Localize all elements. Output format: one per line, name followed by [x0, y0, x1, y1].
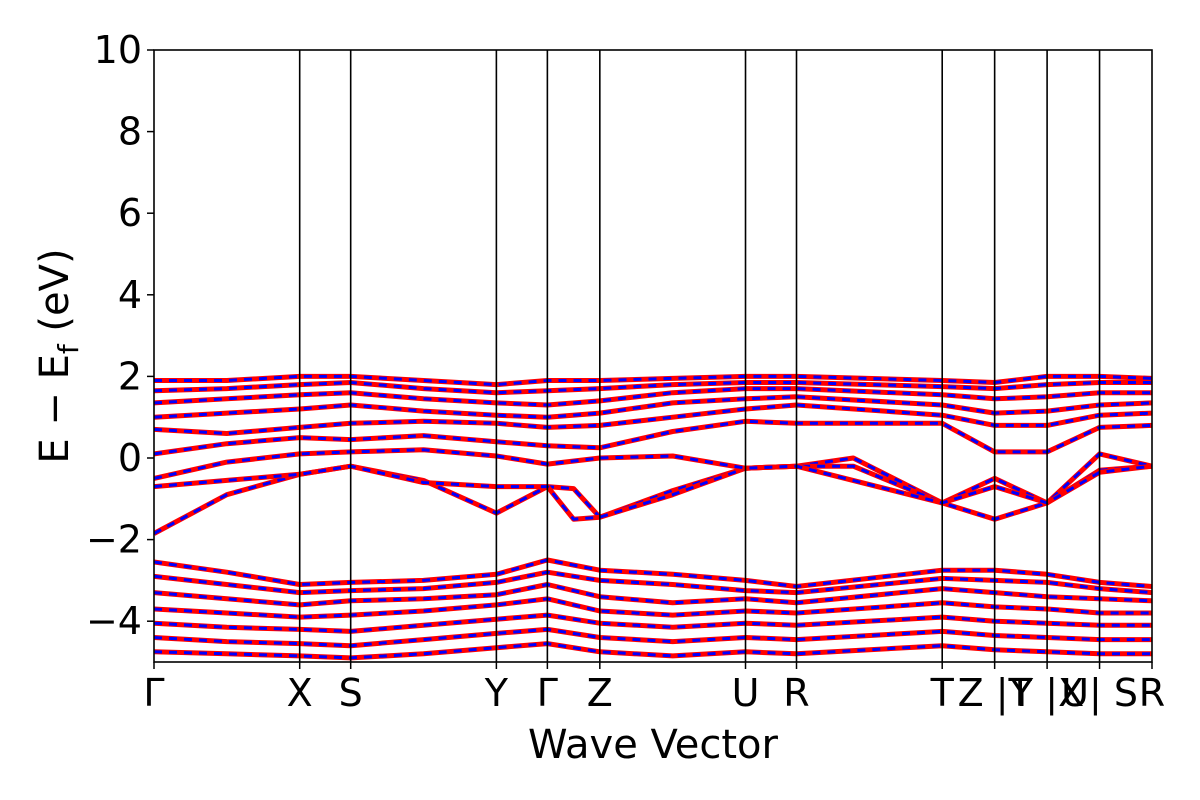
y-axis-ticks: −4 −2 0 2 4 6 8 10	[86, 28, 154, 643]
band-3-dashed	[154, 419, 1152, 456]
x-tick-label-7: R	[783, 671, 809, 715]
y-tick-label-2: 0	[118, 436, 142, 480]
x-tick-label-1: X	[287, 671, 313, 715]
x-tick-label-12: R	[1139, 671, 1165, 715]
x-tick-label-3: Y	[484, 671, 509, 715]
y-tick-label-7: 10	[94, 28, 142, 72]
band-1-dashed	[154, 452, 1152, 521]
x-tick-label-0: Γ	[143, 671, 164, 715]
band-7-dashed	[154, 381, 1152, 395]
x-axis-label: Wave Vector	[528, 722, 779, 768]
y-axis-label-subscript: f	[52, 343, 85, 354]
band-5-dashed	[154, 395, 1152, 419]
y-tick-label-1: −2	[86, 518, 142, 562]
y-tick-label-6: 8	[118, 110, 142, 154]
band-12-dashed	[154, 597, 1152, 619]
y-tick-label-5: 6	[118, 191, 142, 235]
y-axis-label-unit: (eV)	[32, 248, 78, 344]
band-8-dashed	[154, 374, 1152, 387]
band-4-dashed	[154, 403, 1152, 435]
bands-layer	[154, 373, 1152, 661]
x-tick-label-11: U| S	[1061, 671, 1138, 716]
band-2-dashed	[154, 448, 1152, 505]
y-axis-label: E − Ef (eV)	[32, 248, 85, 463]
x-tick-label-6: U	[732, 671, 760, 715]
x-tick-label-10: Y |X	[1009, 671, 1084, 716]
high-symmetry-lines	[298, 50, 1101, 662]
x-tick-label-5: Z	[587, 671, 613, 715]
x-tick-label-8: T	[930, 671, 955, 715]
plot-frame	[153, 49, 1153, 663]
band-6-dashed	[154, 387, 1152, 407]
y-tick-label-3: 2	[118, 354, 142, 398]
x-tick-label-2: S	[339, 671, 363, 715]
band-14-dashed	[154, 627, 1152, 648]
x-tick-label-9: Z |T	[958, 671, 1033, 716]
band-6-solid	[154, 386, 1152, 408]
y-tick-label-0: −4	[86, 599, 142, 643]
band-10-dashed	[154, 570, 1152, 595]
band-0-solid	[154, 455, 1152, 536]
x-tick-label-4: Γ	[537, 671, 558, 715]
band-15-dashed	[154, 642, 1152, 660]
band-9-dashed	[154, 558, 1152, 588]
y-tick-label-4: 4	[118, 273, 142, 317]
y-axis-label-main: E − E	[32, 354, 78, 464]
band-11-dashed	[154, 583, 1152, 607]
band-13-dashed	[154, 613, 1152, 633]
